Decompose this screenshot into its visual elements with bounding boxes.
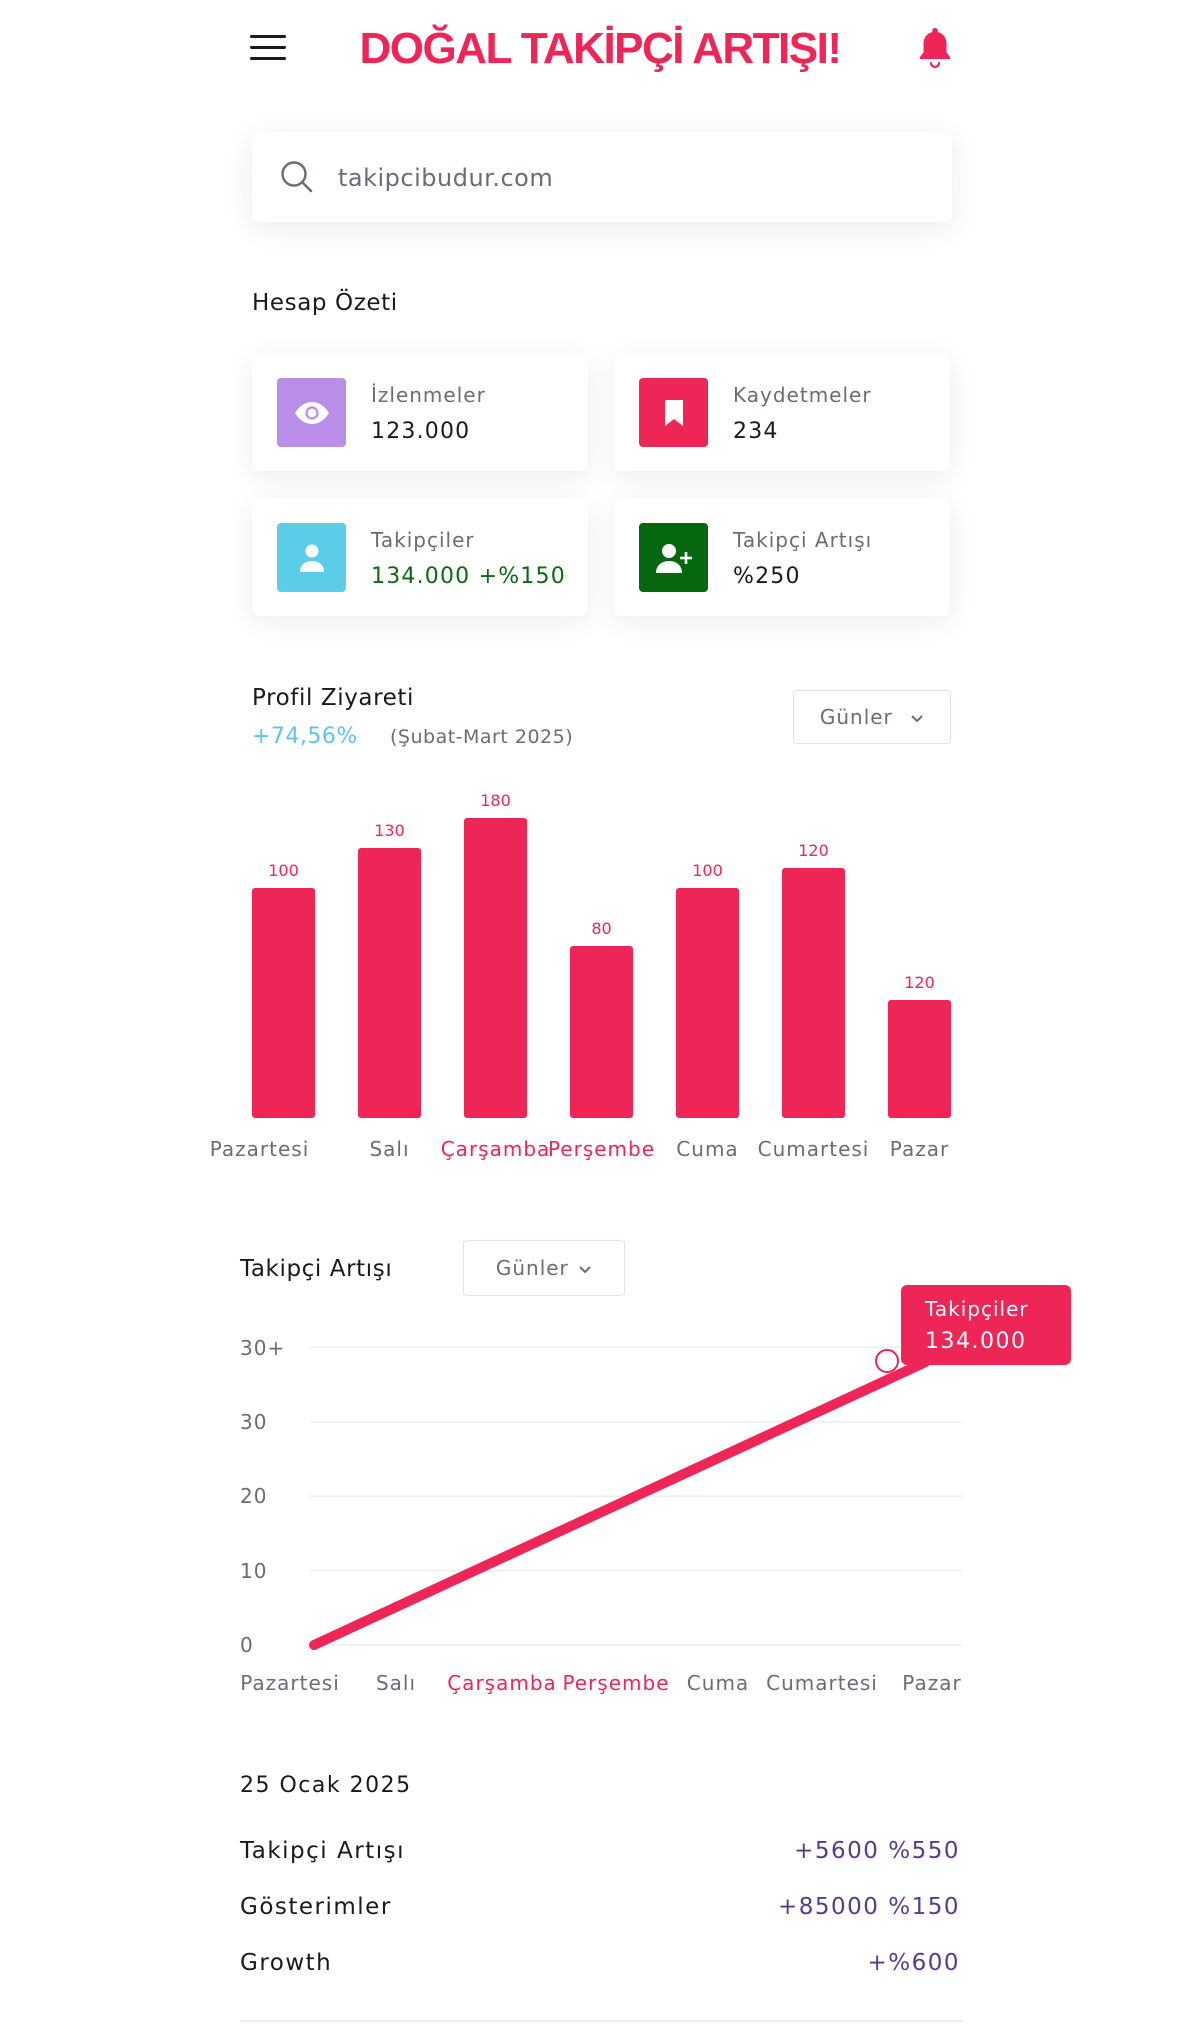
card-label: İzlenmeler xyxy=(371,383,486,407)
bar-value-label: 130 xyxy=(374,821,405,840)
stat-value-impressions: +85000 %150 xyxy=(777,1894,960,1920)
bar-category-label: Salı xyxy=(369,1137,410,1161)
hamburger-icon[interactable] xyxy=(250,35,286,61)
card-saves[interactable]: Kaydetmeler 234 xyxy=(614,353,950,471)
card-value: 234 xyxy=(733,419,779,444)
card-value: 123.000 xyxy=(371,419,471,444)
stat-label-follower-growth: Takipçi Artışı xyxy=(240,1838,405,1864)
profile-visits-period: (Şubat-Mart 2025) xyxy=(390,726,574,748)
stat-value-follower-growth: +5600 %550 xyxy=(794,1838,960,1864)
x-tick-label: Pazartesi xyxy=(240,1671,340,1695)
divider xyxy=(240,2020,962,2022)
profile-visits-title: Profil Ziyareti xyxy=(252,685,415,711)
user-icon xyxy=(277,523,346,592)
bar-value-label: 100 xyxy=(692,861,723,880)
y-tick-label: 30+ xyxy=(240,1335,286,1360)
card-label: Kaydetmeler xyxy=(733,383,872,407)
search-icon xyxy=(281,161,313,193)
bar-category-label: Pazar xyxy=(889,1137,950,1161)
bell-icon[interactable] xyxy=(918,26,952,70)
user-plus-icon xyxy=(639,523,708,592)
bar[interactable] xyxy=(676,888,739,1118)
x-tick-label: Çarşamba xyxy=(447,1671,557,1695)
data-point xyxy=(875,1349,899,1373)
card-follower-growth[interactable]: Takipçi Artışı %250 xyxy=(614,498,950,616)
bar-category-label: Cumartesi xyxy=(757,1137,870,1161)
details-date: 25 Ocak 2025 xyxy=(240,1773,412,1798)
bar[interactable] xyxy=(782,868,845,1118)
x-tick-label: Pazar xyxy=(902,1671,962,1695)
card-label: Takipçiler xyxy=(371,528,475,552)
bar-category-label: Pazartesi xyxy=(209,1137,310,1161)
profile-visits-dropdown[interactable]: Günler xyxy=(793,690,951,744)
summary-title: Hesap Özeti xyxy=(252,290,398,316)
eye-icon xyxy=(277,378,346,447)
dropdown-label: Günler xyxy=(819,705,893,729)
stat-value-growth: +%600 xyxy=(867,1950,960,1976)
bar[interactable] xyxy=(888,1000,951,1118)
x-tick-label: Cumartesi xyxy=(766,1671,878,1695)
dropdown-label: Günler xyxy=(495,1256,569,1280)
bar[interactable] xyxy=(252,888,315,1118)
chart-tooltip: Takipçiler 134.000 xyxy=(901,1285,1071,1365)
follower-growth-dropdown[interactable]: Günler xyxy=(463,1240,625,1296)
bookmark-icon xyxy=(639,378,708,447)
card-label: Takipçi Artışı xyxy=(733,528,873,552)
bar-value-label: 80 xyxy=(591,919,612,938)
bar[interactable] xyxy=(464,818,527,1118)
x-tick-label: Salı xyxy=(375,1671,417,1695)
bar-value-label: 120 xyxy=(798,841,829,860)
bar-category-label: Çarşamba xyxy=(440,1137,551,1161)
chevron-down-icon xyxy=(911,714,923,722)
search-input[interactable] xyxy=(336,152,930,204)
brand-title: DOĞAL TAKİPÇİ ARTIŞI! xyxy=(359,24,842,73)
bar-category-label: Cuma xyxy=(676,1137,739,1161)
card-views[interactable]: İzlenmeler 123.000 xyxy=(252,353,588,471)
card-followers[interactable]: Takipçiler 134.000 +%150 xyxy=(252,498,588,616)
stat-label-impressions: Gösterimler xyxy=(240,1894,392,1920)
bar[interactable] xyxy=(570,946,633,1118)
chevron-down-icon xyxy=(579,1265,591,1273)
bar[interactable] xyxy=(358,848,421,1118)
stat-label-growth: Growth xyxy=(240,1950,333,1976)
y-tick-label: 0 xyxy=(240,1633,254,1657)
profile-visits-change: +74,56% xyxy=(252,724,358,749)
bar-value-label: 120 xyxy=(904,973,935,992)
tooltip-value: 134.000 xyxy=(925,1329,1027,1354)
card-value: %250 xyxy=(733,564,801,589)
x-tick-label: Cuma xyxy=(686,1671,750,1695)
x-tick-label: Perşembe xyxy=(562,1671,670,1695)
bar-value-label: 100 xyxy=(268,861,299,880)
y-tick-label: 30 xyxy=(240,1409,268,1434)
search-bar[interactable] xyxy=(252,132,952,222)
bar-value-label: 180 xyxy=(480,791,511,810)
y-tick-label: 20 xyxy=(240,1484,268,1509)
card-value: 134.000 +%150 xyxy=(371,564,566,589)
follower-growth-title: Takipçi Artışı xyxy=(240,1256,393,1282)
series-line xyxy=(309,1357,930,1650)
y-tick-label: 10 xyxy=(240,1558,268,1583)
tooltip-label: Takipçiler xyxy=(925,1297,1029,1321)
bar-category-label: Perşembe xyxy=(547,1137,656,1161)
